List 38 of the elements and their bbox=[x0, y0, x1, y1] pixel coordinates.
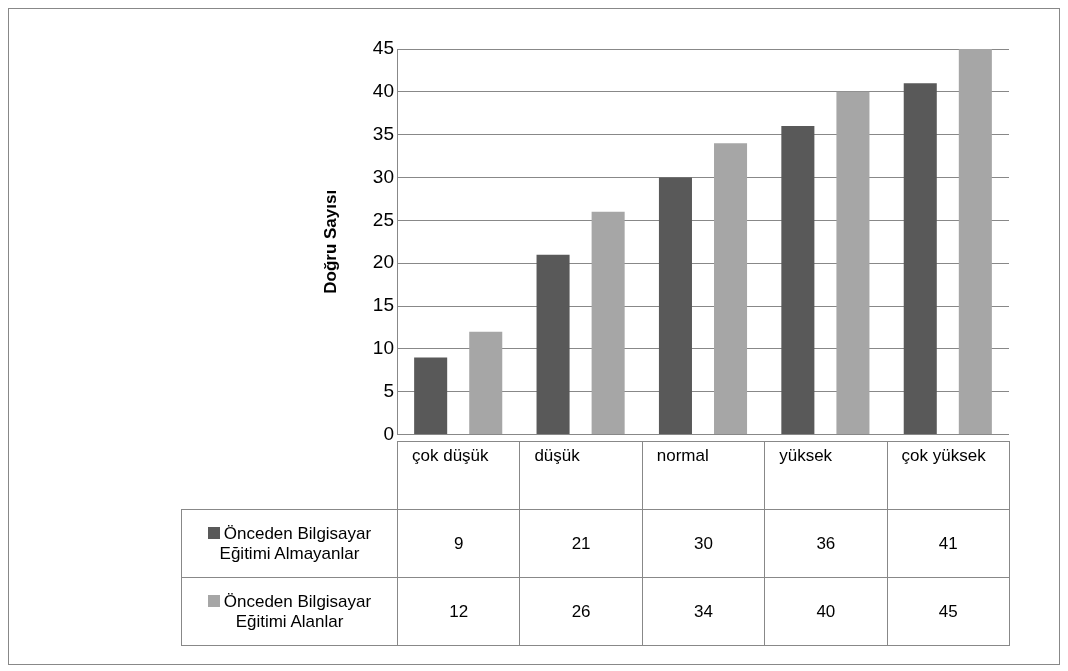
y-tick-label: 10 bbox=[372, 337, 394, 359]
x-tick-label: yüksek bbox=[764, 441, 888, 510]
bar bbox=[536, 254, 570, 435]
data-label: 30 bbox=[642, 509, 765, 578]
x-tick-label: çok yüksek bbox=[887, 441, 1010, 510]
y-tick-label: 20 bbox=[372, 251, 394, 273]
bar bbox=[714, 143, 748, 435]
y-tick-label: 25 bbox=[372, 208, 394, 230]
legend-label: Önceden Bilgisayar Eğitimi Alanlar bbox=[223, 591, 372, 631]
data-label: 41 bbox=[887, 509, 1010, 578]
data-label: 40 bbox=[764, 577, 888, 646]
y-tick-label: 30 bbox=[372, 165, 394, 187]
data-label: 26 bbox=[519, 577, 643, 646]
bar bbox=[658, 177, 692, 435]
y-axis-title: Doğru Sayısı bbox=[320, 189, 340, 294]
y-tick-label: 15 bbox=[372, 294, 394, 316]
data-label: 34 bbox=[642, 577, 765, 646]
x-tick-label: çok düşük bbox=[397, 441, 520, 510]
bar bbox=[469, 331, 503, 435]
bar bbox=[591, 211, 625, 435]
y-tick-label: 35 bbox=[372, 122, 394, 144]
y-tick-label: 40 bbox=[372, 80, 394, 102]
x-tick-label: düşük bbox=[519, 441, 643, 510]
y-tick-label: 45 bbox=[372, 37, 394, 59]
data-label: 45 bbox=[887, 577, 1010, 646]
bar bbox=[414, 357, 448, 435]
bar bbox=[903, 83, 937, 435]
data-label: 36 bbox=[764, 509, 888, 578]
bar bbox=[781, 126, 815, 435]
y-tick-label: 0 bbox=[383, 422, 394, 444]
x-tick-label: normal bbox=[642, 441, 765, 510]
legend-label: Önceden Bilgisayar Eğitimi Almayanlar bbox=[219, 523, 372, 563]
data-label: 21 bbox=[519, 509, 643, 578]
data-label: 9 bbox=[397, 509, 520, 578]
y-tick-label: 5 bbox=[383, 379, 394, 401]
bar bbox=[836, 91, 870, 435]
data-label: 12 bbox=[397, 577, 520, 646]
bar bbox=[958, 49, 992, 435]
